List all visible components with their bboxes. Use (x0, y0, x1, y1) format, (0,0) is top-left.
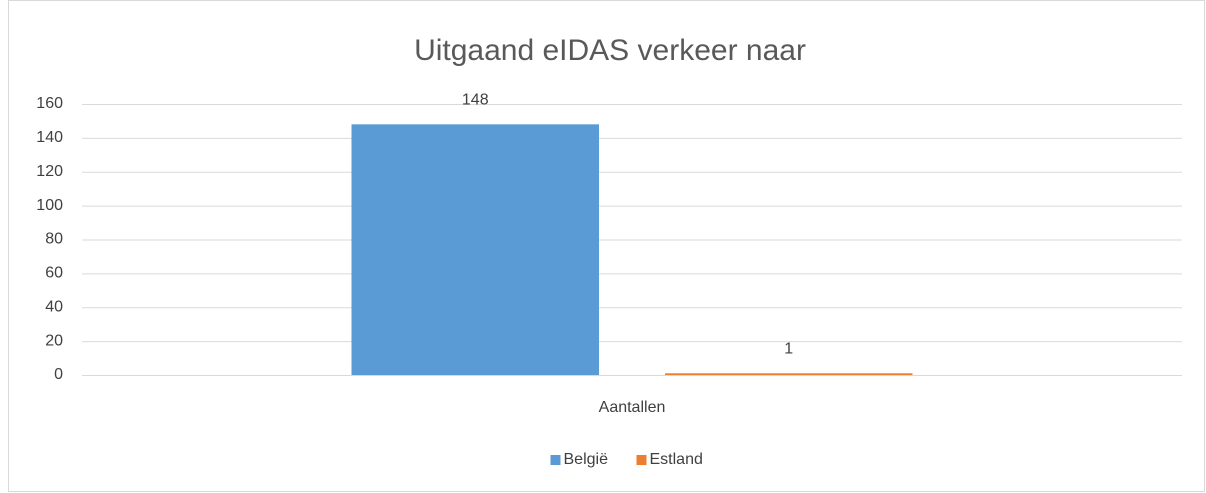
chart-title: Uitgaand eIDAS verkeer naar (414, 34, 806, 67)
data-label: 148 (462, 92, 489, 109)
legend-label: Estland (650, 451, 703, 468)
x-tick-label: Aantallen (599, 399, 666, 416)
data-label: 1 (784, 341, 793, 358)
chart-border (8, 0, 1205, 492)
legend-label: België (564, 451, 609, 468)
y-tick-label: 120 (36, 163, 63, 180)
y-tick-label: 60 (45, 265, 63, 282)
y-tick-label: 100 (36, 197, 63, 214)
y-tick-label: 160 (36, 95, 63, 112)
legend-swatch (550, 455, 561, 465)
y-tick-label: 20 (45, 332, 63, 349)
y-tick-label: 0 (54, 366, 63, 383)
legend-swatch (636, 455, 647, 465)
y-tick-label: 80 (45, 231, 63, 248)
y-tick-label: 40 (45, 298, 63, 315)
bar (351, 124, 599, 375)
bar (665, 373, 913, 375)
y-tick-label: 140 (36, 129, 63, 146)
